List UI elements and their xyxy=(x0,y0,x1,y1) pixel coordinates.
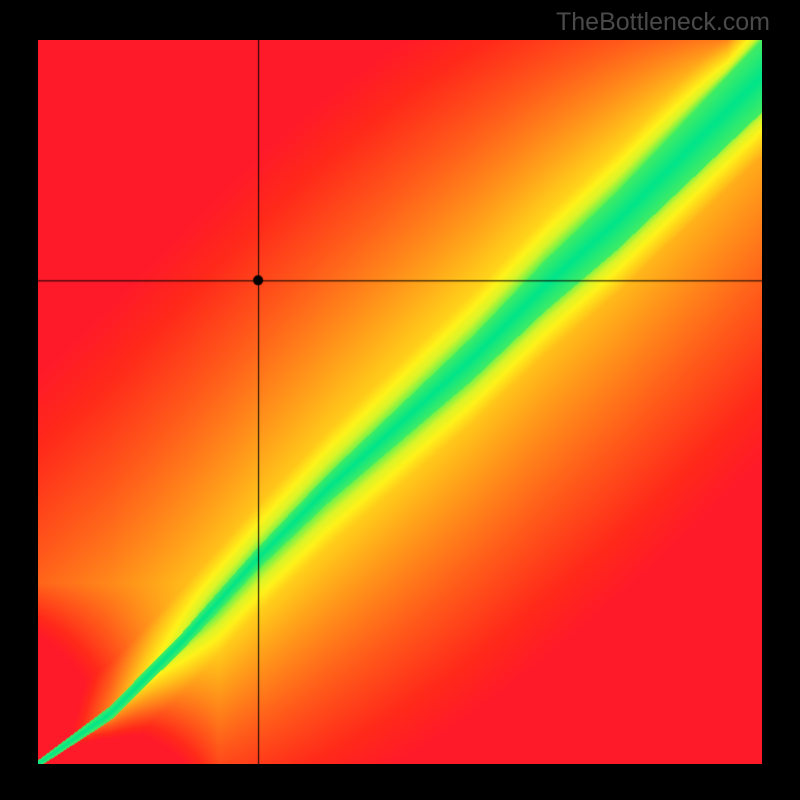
bottleneck-heatmap xyxy=(38,40,762,764)
watermark-text: TheBottleneck.com xyxy=(556,8,770,37)
chart-container: TheBottleneck.com xyxy=(0,0,800,800)
